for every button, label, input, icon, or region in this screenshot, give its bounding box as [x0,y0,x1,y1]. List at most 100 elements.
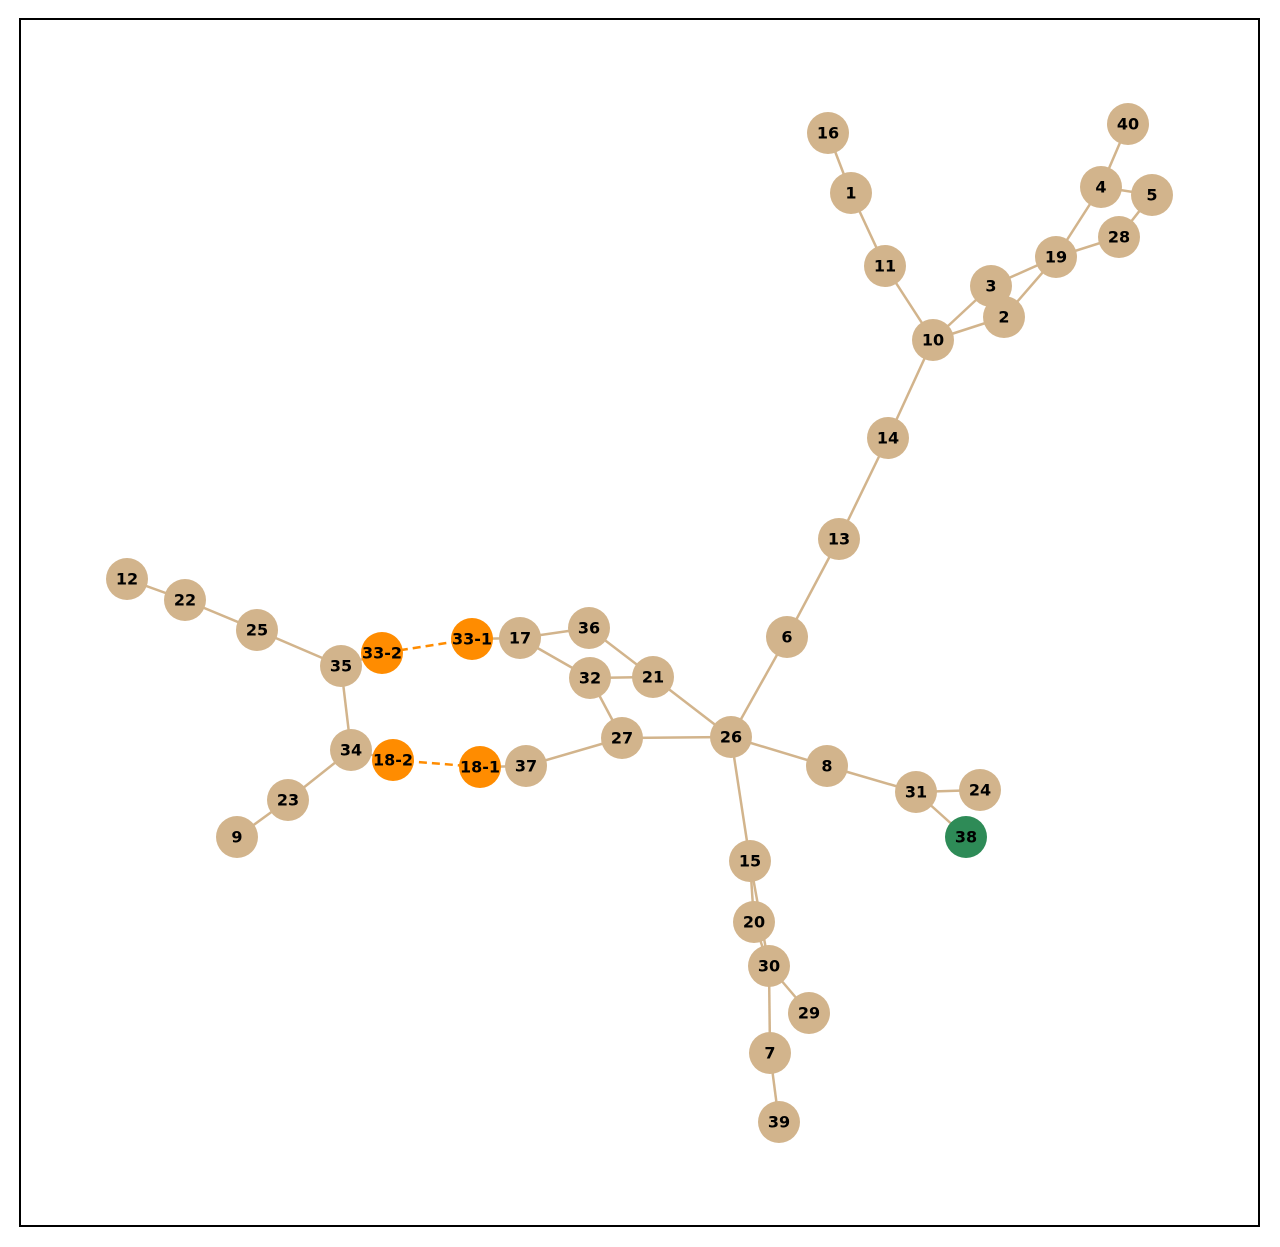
node-16: 16 [807,112,849,154]
node-label: 4 [1095,178,1106,197]
node-19: 19 [1035,236,1077,278]
node-40: 40 [1107,103,1149,145]
node-circle [451,618,493,660]
node-22: 22 [164,579,206,621]
node-3: 3 [970,265,1012,307]
node-9: 9 [216,816,258,858]
node-13: 13 [818,518,860,560]
node-38: 38 [945,816,987,858]
node-8: 8 [806,745,848,787]
node-label: 9 [231,828,242,847]
node-circle [1107,103,1149,145]
node-label: 18-1 [460,758,500,777]
node-18-2: 18-2 [372,739,414,781]
node-label: 18-2 [373,751,413,770]
node-6: 6 [766,616,808,658]
node-24: 24 [959,769,1001,811]
node-29: 29 [788,992,830,1034]
node-33-1: 33-1 [451,618,493,660]
node-circle [330,729,372,771]
node-circle [864,245,906,287]
node-37: 37 [505,745,547,787]
node-circle [807,112,849,154]
node-circle [568,607,610,649]
node-label: 2 [998,308,1009,327]
node-label: 12 [116,570,138,589]
node-circle [267,779,309,821]
node-circle [1080,166,1122,208]
node-circle [372,739,414,781]
node-label: 40 [1117,115,1139,134]
node-circle [601,717,643,759]
node-label: 38 [955,828,977,847]
node-5: 5 [1131,174,1173,216]
node-circle [959,769,1001,811]
node-circle [818,518,860,560]
node-17: 17 [499,617,541,659]
node-label: 29 [798,1004,820,1023]
node-circle [867,417,909,459]
node-11: 11 [864,245,906,287]
node-circle [569,657,611,699]
node-23: 23 [267,779,309,821]
node-circle [106,558,148,600]
node-label: 19 [1045,248,1067,267]
node-circle [236,609,278,651]
node-label: 30 [758,957,780,976]
node-circle [806,745,848,787]
node-label: 13 [828,530,850,549]
node-label: 36 [578,619,600,638]
node-18-1: 18-1 [459,746,501,788]
node-label: 20 [743,913,765,932]
node-label: 24 [969,781,991,800]
node-1: 1 [830,172,872,214]
node-15: 15 [729,840,771,882]
node-4: 4 [1080,166,1122,208]
node-label: 28 [1108,228,1130,247]
node-label: 3 [985,277,996,296]
node-circle [729,840,771,882]
node-circle [758,1101,800,1143]
node-label: 14 [877,429,899,448]
node-circle [766,616,808,658]
node-31: 31 [895,771,937,813]
node-label: 39 [768,1113,790,1132]
node-14: 14 [867,417,909,459]
node-label: 8 [821,757,832,776]
node-circle [1098,216,1140,258]
node-27: 27 [601,717,643,759]
node-circle [733,901,775,943]
node-circle [216,816,258,858]
node-10: 10 [912,319,954,361]
node-label: 26 [720,728,742,747]
node-label: 35 [330,657,352,676]
node-28: 28 [1098,216,1140,258]
node-label: 16 [817,124,839,143]
node-30: 30 [748,945,790,987]
node-label: 33-2 [362,644,402,663]
node-label: 17 [509,629,531,648]
node-circle [361,632,403,674]
node-label: 32 [579,669,601,688]
node-circle [830,172,872,214]
node-label: 34 [340,741,362,760]
node-21: 21 [632,656,674,698]
node-label: 25 [246,621,268,640]
node-39: 39 [758,1101,800,1143]
node-label: 31 [905,783,927,802]
node-circle [320,645,362,687]
node-label: 5 [1146,186,1157,205]
node-32: 32 [569,657,611,699]
plot-frame [19,18,1260,1227]
node-20: 20 [733,901,775,943]
node-label: 1 [845,184,856,203]
node-label: 22 [174,591,196,610]
node-36: 36 [568,607,610,649]
node-circle [164,579,206,621]
node-circle [945,816,987,858]
node-circle [1131,174,1173,216]
node-label: 11 [874,257,896,276]
node-label: 10 [922,331,944,350]
